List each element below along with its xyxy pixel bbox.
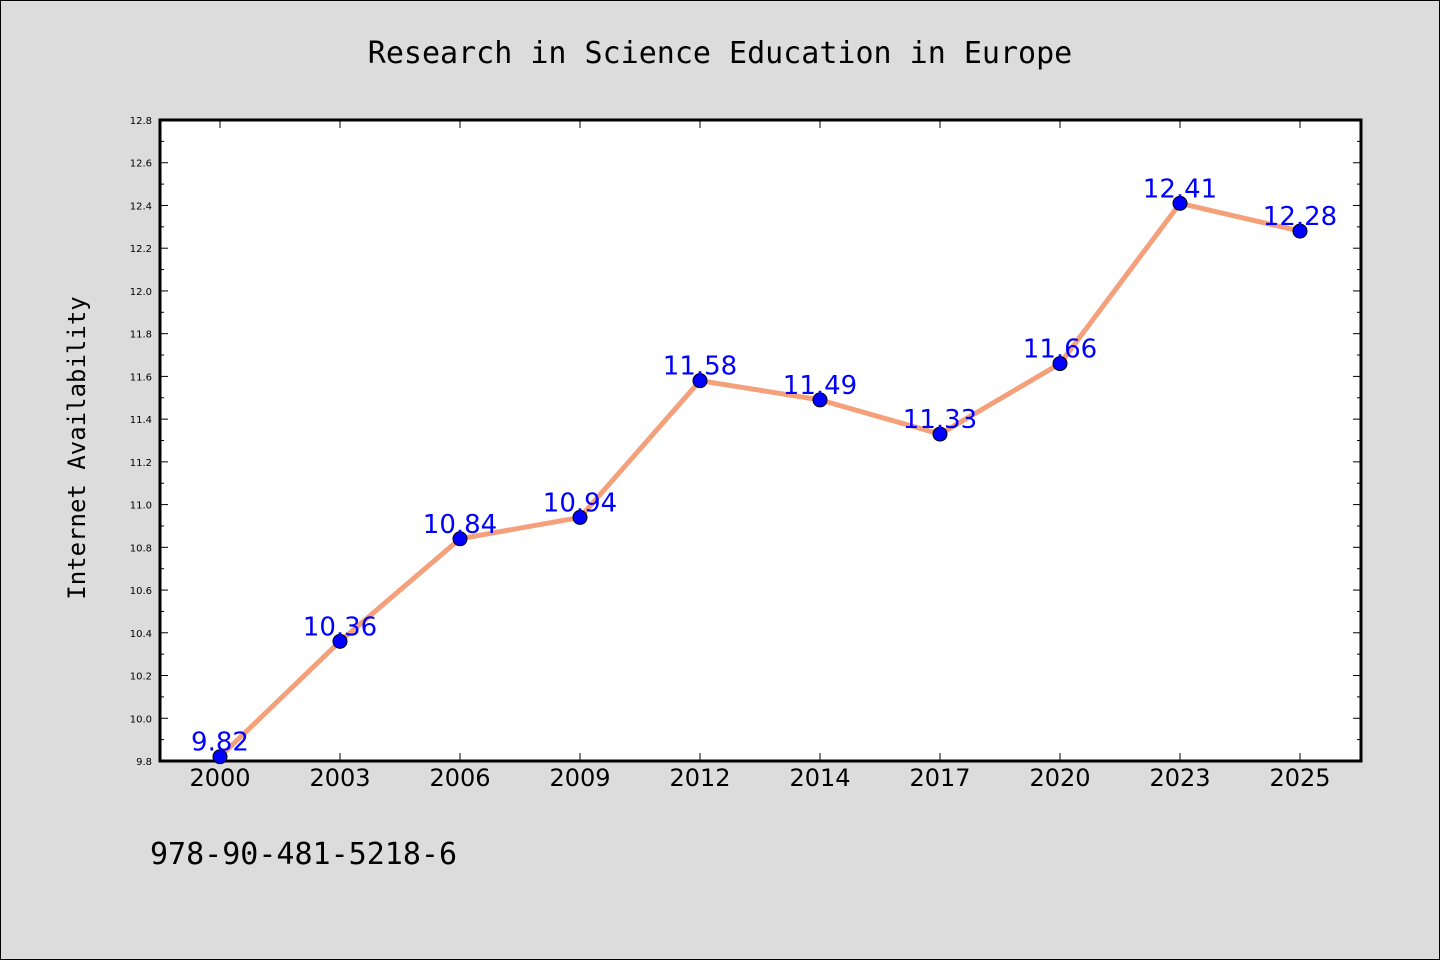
data-label: 11.33: [903, 405, 977, 435]
series-markers-group: [212, 195, 1308, 765]
x-tick-label: 2009: [549, 764, 610, 792]
data-label: 9.82: [191, 728, 249, 758]
y-tick-label: 10.4: [130, 629, 152, 640]
data-point-marker: [452, 531, 468, 547]
x-tick-label: 2025: [1269, 764, 1330, 792]
y-tick-label: 11.6: [130, 372, 152, 383]
data-label: 11.49: [783, 371, 857, 401]
y-tick-label: 10.2: [130, 672, 152, 683]
y-tick-label: 10.8: [130, 543, 152, 554]
y-tick-label: 12.0: [130, 287, 152, 298]
y-tick-label: 12.2: [130, 244, 152, 255]
data-label: 11.66: [1023, 335, 1097, 365]
data-label: 11.58: [663, 352, 737, 382]
y-axis: 9.8 10.0 10.2 10.4 10.6 10.8 11.0 11.2 11.4 11.6 1…: [130, 116, 1361, 768]
y-tick-label: 11.2: [130, 458, 152, 469]
data-point-marker: [1172, 195, 1188, 211]
x-tick-label: 2020: [1029, 764, 1090, 792]
x-axis: 2000 2003 2006 2009 2012 2014 2017 2020 2023 2025: [189, 120, 1331, 792]
data-point-marker: [1292, 223, 1308, 239]
y-tick-label: 11.8: [130, 330, 152, 341]
y-tick-label: 10.0: [130, 714, 152, 725]
x-tick-label: 2023: [1149, 764, 1210, 792]
data-label: 10.36: [303, 612, 377, 642]
data-point-marker: [932, 426, 948, 442]
x-tick-label: 2017: [909, 764, 970, 792]
y-axis-label: Internet Availability: [63, 296, 91, 599]
data-labels-group: 9.82 10.36 10.84 10.94 11.58 11.49 11.33 11.66 1…: [191, 174, 1337, 757]
y-tick-label: 12.6: [130, 159, 152, 170]
data-point-marker: [572, 509, 588, 525]
series-line-group: [218, 200, 1301, 759]
data-label: 10.84: [423, 510, 497, 540]
data-label: 10.94: [543, 488, 617, 518]
x-tick-label: 2003: [309, 764, 370, 792]
y-tick-label: 12.8: [130, 116, 152, 127]
x-tick-label: 2000: [189, 764, 250, 792]
chart-title: Research in Science Education in Europe: [368, 36, 1072, 71]
y-tick-label: 9.8: [136, 757, 152, 768]
data-point-marker: [812, 392, 828, 408]
data-point-marker: [692, 373, 708, 389]
x-tick-label: 2006: [429, 764, 490, 792]
y-tick-label: 12.4: [130, 201, 152, 212]
data-label: 12.41: [1143, 174, 1217, 204]
data-point-marker: [1052, 356, 1068, 372]
x-tick-label: 2012: [669, 764, 730, 792]
y-tick-label: 11.4: [130, 415, 152, 426]
series-line: [218, 200, 1301, 759]
plot-area: [158, 118, 1363, 763]
x-tick-label: 2014: [789, 764, 850, 792]
data-label: 12.28: [1263, 202, 1337, 232]
data-point-marker: [212, 749, 228, 765]
y-tick-label: 11.0: [130, 501, 152, 512]
data-point-marker: [332, 633, 348, 649]
isbn-text: 978-90-481-5218-6: [150, 837, 457, 872]
y-tick-label: 10.6: [130, 586, 152, 597]
